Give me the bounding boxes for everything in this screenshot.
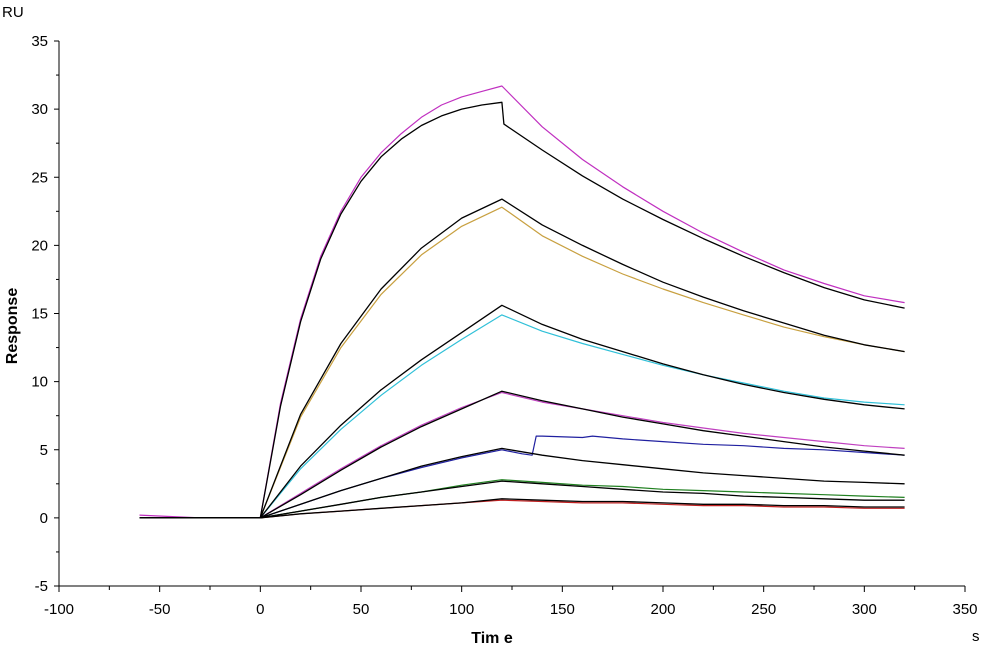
fit-curve-line xyxy=(139,304,905,519)
y-tick-label: 0 xyxy=(40,510,48,527)
x-axis-title: Tim e xyxy=(471,630,513,647)
y-tick-label: -5 xyxy=(35,578,48,595)
fit-curve-line xyxy=(139,480,905,519)
x-tick-label: 300 xyxy=(852,601,877,618)
y-tick-label: 10 xyxy=(31,374,48,391)
y-unit-label: RU xyxy=(2,4,24,21)
y-tick-label: 30 xyxy=(31,101,48,118)
x-tick-label: 250 xyxy=(751,601,776,618)
x-tick-label: 350 xyxy=(952,601,977,618)
fit-curve-line xyxy=(139,447,905,519)
y-axis-title: Response xyxy=(4,288,21,365)
measured-curve-line xyxy=(139,391,905,519)
measured-curve-line xyxy=(139,314,905,519)
measured-curve-line xyxy=(139,85,905,519)
x-tick-label: 0 xyxy=(256,601,264,618)
x-tick-label: 200 xyxy=(650,601,675,618)
x-tick-label: 100 xyxy=(449,601,474,618)
series-layer xyxy=(139,85,905,519)
y-tick-label: 5 xyxy=(40,442,48,459)
x-tick-label: 150 xyxy=(550,601,575,618)
fit-curve-line xyxy=(139,390,905,519)
y-tick-label: 35 xyxy=(31,33,48,50)
fit-curve-line xyxy=(139,498,905,519)
y-tick-label: 15 xyxy=(31,306,48,323)
fit-curve-line xyxy=(139,101,905,519)
fit-curve-line xyxy=(139,198,905,519)
y-tick-label: 20 xyxy=(31,237,48,254)
x-tick-label: -100 xyxy=(44,601,74,618)
y-tick-label: 25 xyxy=(31,169,48,186)
x-unit-label: s xyxy=(972,628,980,645)
measured-curve-line xyxy=(139,206,905,519)
x-tick-label: -50 xyxy=(149,601,171,618)
x-tick-label: 50 xyxy=(353,601,370,618)
